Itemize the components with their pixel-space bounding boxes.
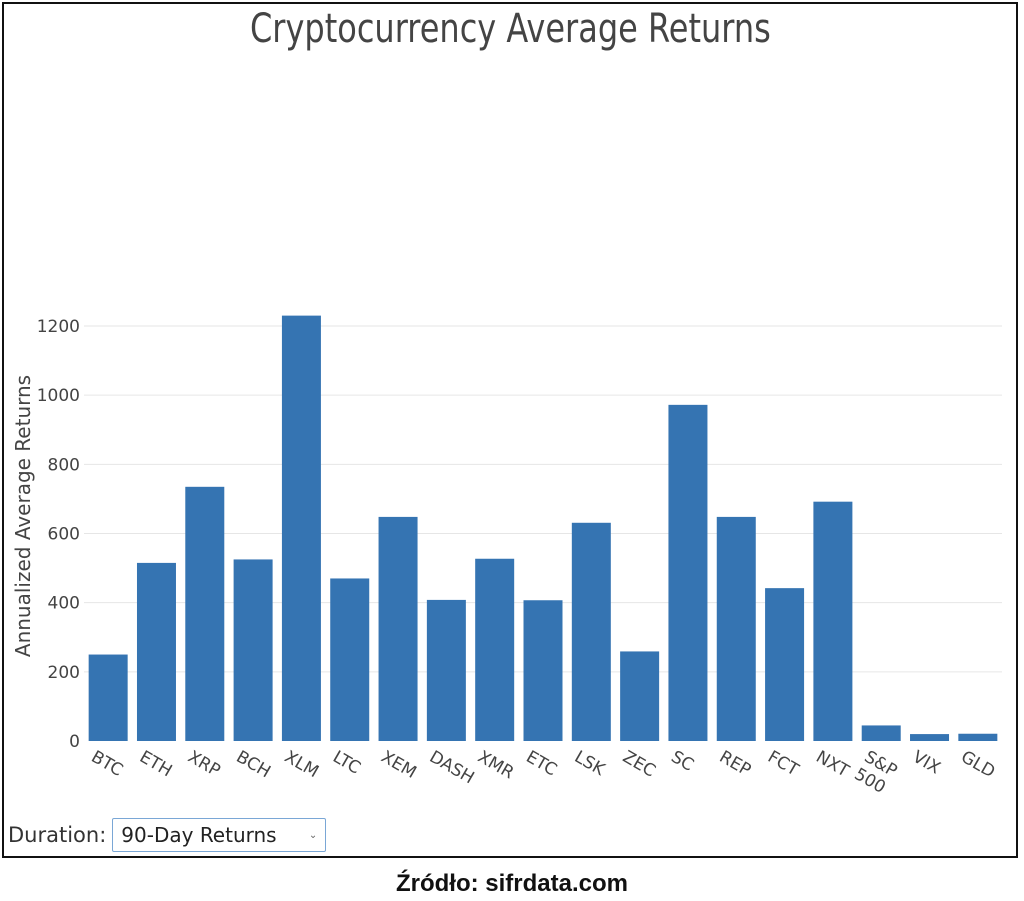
x-tick-label: XLM — [281, 747, 322, 782]
duration-control: Duration: 90-Day Returns ⌄ — [8, 818, 327, 852]
duration-label: Duration: — [8, 823, 107, 847]
y-tick-label: 1000 — [37, 386, 80, 406]
bar-dash[interactable] — [426, 599, 466, 741]
x-tick-label: SC — [667, 747, 697, 776]
bar-xmr[interactable] — [475, 558, 515, 741]
source-caption: Źródło: sifrdata.com — [395, 870, 629, 897]
x-tick-label: LSK — [571, 747, 609, 780]
y-tick-label: 1200 — [37, 317, 80, 337]
chart-title: Cryptocurrency Average Returns — [249, 6, 771, 52]
x-tick-label: NXT — [812, 747, 852, 782]
bar-zec[interactable] — [620, 651, 660, 741]
bar-eth[interactable] — [136, 562, 176, 741]
bar-xrp[interactable] — [185, 486, 225, 741]
bar-chart: 0 200 400 600 800 1000 1200 BTC ETH XRP BCH XLM LTC… — [11, 315, 1002, 799]
bar-s-p-500[interactable] — [861, 725, 901, 741]
x-tick-label: ZEC — [619, 747, 659, 781]
bars — [88, 315, 998, 741]
duration-selected-value: 90-Day Returns — [121, 823, 277, 847]
x-tick-label: LTC — [329, 747, 364, 779]
bar-xem[interactable] — [378, 516, 418, 741]
bar-etc[interactable] — [523, 600, 563, 741]
x-tick-label: REP — [716, 747, 754, 781]
x-tick-label: ETH — [136, 747, 175, 781]
x-tick-label: BCH — [233, 747, 274, 782]
bar-btc[interactable] — [88, 654, 128, 741]
chevron-down-icon: ⌄ — [308, 829, 318, 841]
x-tick-label: FCT — [764, 747, 802, 781]
y-tick-label: 400 — [48, 594, 80, 614]
y-axis-ticks: 0 200 400 600 800 1000 1200 — [37, 317, 80, 752]
x-tick-label: XEM — [378, 747, 420, 783]
bar-lsk[interactable] — [571, 522, 611, 741]
x-tick-label: GLD — [957, 747, 998, 782]
bar-vix[interactable] — [910, 734, 950, 741]
bar-fct[interactable] — [765, 588, 805, 741]
y-tick-label: 800 — [48, 455, 80, 475]
bar-ltc[interactable] — [330, 578, 370, 741]
x-tick-label: ETC — [523, 747, 561, 780]
y-tick-label: 600 — [48, 525, 80, 545]
x-tick-label: DASH — [426, 747, 478, 788]
x-tick-label: XMR — [474, 747, 517, 783]
y-tick-label: 200 — [48, 663, 80, 683]
y-tick-label: 0 — [69, 732, 80, 752]
bar-rep[interactable] — [716, 516, 756, 741]
bar-nxt[interactable] — [813, 501, 853, 741]
x-tick-label: VIX — [909, 747, 944, 779]
duration-select[interactable]: 90-Day Returns ⌄ — [112, 818, 327, 852]
bar-sc[interactable] — [668, 404, 708, 741]
y-axis-label: Annualized Average Returns — [11, 375, 35, 657]
x-tick-label: XRP — [184, 747, 223, 781]
bar-gld[interactable] — [958, 733, 998, 741]
x-tick-label: BTC — [88, 747, 127, 781]
bar-xlm[interactable] — [281, 315, 321, 741]
bar-bch[interactable] — [233, 559, 273, 741]
x-tick-label: S&P500 — [851, 747, 901, 799]
